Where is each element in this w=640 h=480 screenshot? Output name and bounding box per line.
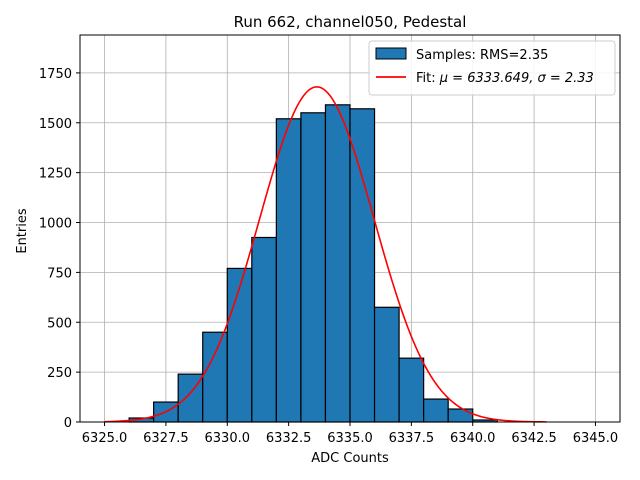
- chart-title: Run 662, channel050, Pedestal: [234, 13, 467, 31]
- legend-samples-swatch: [375, 47, 407, 60]
- histogram-bar-3: [202, 331, 228, 423]
- x-tick-label-6: 6340.0: [450, 431, 496, 446]
- y-tick-label-6: 1500: [39, 117, 72, 132]
- histogram-bars: [128, 104, 498, 423]
- y-axis-label: Entries: [15, 208, 30, 254]
- histogram-bar-9: [349, 108, 376, 423]
- histogram-bar-4: [226, 267, 253, 423]
- y-tick-label-7: 1750: [39, 67, 72, 82]
- x-tick-label-3: 6332.5: [266, 431, 312, 446]
- legend-box: [368, 40, 616, 96]
- legend-samples-label: Samples: RMS=2.35: [416, 48, 548, 63]
- y-tick-label-1: 250: [47, 366, 72, 381]
- histogram-bar-6: [275, 118, 302, 423]
- x-axis-label: ADC Counts: [311, 451, 389, 466]
- histogram-bar-13: [447, 408, 474, 423]
- x-tick-label-8: 6345.0: [573, 431, 619, 446]
- legend-fit-label: Fit: μ = 6333.649, σ = 2.33: [416, 71, 594, 86]
- x-tick-label-2: 6330.0: [205, 431, 251, 446]
- histogram-bar-7: [300, 112, 327, 423]
- histogram-bar-8: [324, 104, 351, 423]
- histogram-bar-10: [373, 306, 400, 423]
- histogram-bar-12: [423, 398, 449, 423]
- y-tick-label-2: 500: [47, 316, 72, 331]
- legend: Samples: RMS=2.35 Fit: μ = 6333.649, σ =…: [368, 40, 616, 96]
- y-axis-ticks: 0 250 500 750 1000 1250 1500 1750: [39, 67, 80, 431]
- y-tick-label-5: 1250: [39, 167, 72, 182]
- x-tick-label-1: 6327.5: [143, 431, 189, 446]
- x-tick-label-7: 6342.5: [511, 431, 557, 446]
- fit-curve-layer: [104, 86, 547, 423]
- x-tick-label-5: 6337.5: [389, 431, 435, 446]
- x-axis-ticks: 6325.0 6327.5 6330.0 6332.5 6335.0 6337.5 6340…: [82, 422, 618, 446]
- legend-fit-prefix: Fit:: [416, 71, 440, 86]
- fit-curve: [104, 86, 547, 423]
- histogram-bar-5: [251, 236, 277, 423]
- histogram-bar-11: [398, 357, 425, 423]
- x-tick-label-0: 6325.0: [82, 431, 128, 446]
- legend-fit-params: μ = 6333.649, σ = 2.33: [439, 71, 594, 86]
- y-tick-label-0: 0: [64, 416, 72, 431]
- y-tick-label-4: 1000: [39, 217, 72, 232]
- x-tick-label-4: 6335.0: [327, 431, 373, 446]
- y-tick-label-3: 750: [47, 266, 72, 281]
